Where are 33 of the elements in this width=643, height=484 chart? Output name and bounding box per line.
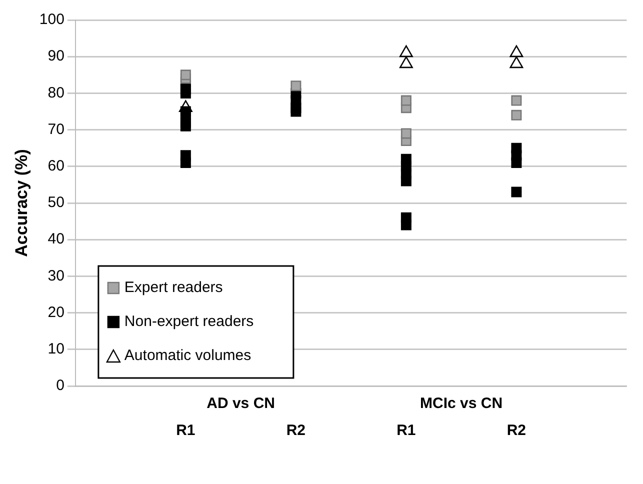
- y-tick-label: 80: [48, 84, 64, 102]
- y-tick-label: 40: [48, 230, 64, 248]
- legend-label: Non-expert readers: [124, 313, 254, 330]
- point: [180, 150, 191, 161]
- point: [511, 186, 522, 198]
- point: [511, 142, 522, 154]
- y-tick-label: 100: [39, 11, 64, 28]
- y-tick-label: 10: [48, 340, 64, 358]
- x-tick-label: R1: [396, 422, 416, 440]
- y-tick-label: 50: [48, 194, 64, 212]
- point: [400, 95, 412, 106]
- y-tick-label: 0: [56, 377, 64, 394]
- text: MCIc vs CN: [420, 395, 503, 412]
- point: [400, 128, 412, 139]
- y-tick-label: 30: [48, 267, 64, 284]
- point: [400, 212, 412, 223]
- x-tick-label: R2: [286, 422, 306, 440]
- point: [290, 80, 302, 92]
- text: AD vs CN: [206, 395, 275, 412]
- y-tick-label: 90: [48, 48, 64, 65]
- point: [511, 110, 522, 120]
- y-axis-title: Accuracy (%): [12, 149, 31, 257]
- x-tick-label: R2: [506, 422, 526, 440]
- point: [511, 95, 522, 106]
- y-tick-label: 20: [48, 304, 64, 321]
- y-tick-label: 70: [48, 120, 64, 138]
- legend-label: Expert readers: [124, 279, 223, 296]
- point: [400, 154, 412, 164]
- y-tick-label: 60: [48, 158, 64, 175]
- point: [180, 70, 191, 80]
- legend-label: Automatic volumes: [124, 347, 252, 364]
- point: [180, 106, 191, 117]
- x-tick-label: R1: [176, 422, 196, 440]
